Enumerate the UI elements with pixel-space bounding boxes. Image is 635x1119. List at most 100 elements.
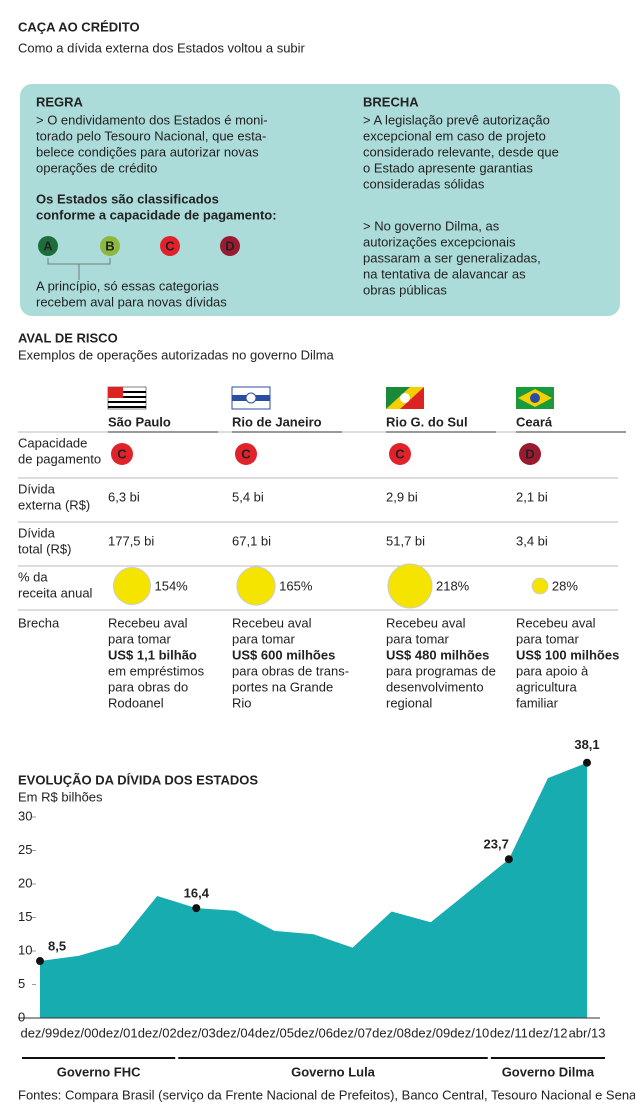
text-line: para tomar [516,631,580,646]
row-label: Brecha [18,615,60,630]
text-line: > A legislação prevê autorização [363,112,550,127]
period-label: Governo Lula [291,1064,376,1079]
text-line: torado pelo Tesouro Nacional, que esta- [36,128,266,143]
value-text: 3,4 bi [516,533,548,548]
source: Fontes: Compara Brasil (serviço da Frent… [18,1087,635,1102]
value-text: 2,1 bi [516,489,548,504]
row-label: % da [18,569,48,584]
value-label: 165% [279,578,313,593]
x-tick-label: dez/03 [177,1025,216,1040]
flags [107,386,554,410]
rating-label: D [225,238,234,253]
text-line: em empréstimos [108,663,205,678]
text-line: para apoio à [516,663,589,678]
rating-badge [160,236,180,256]
subtitle: Como a dívida externa dos Estados voltou… [18,40,306,55]
text-line: Recebeu aval [232,615,312,630]
row-label: externa (R$) [18,497,90,512]
rating-badge [111,443,133,465]
text-line: recebem aval para novas dívidas [36,294,227,309]
text-line: A princípio, só essas categorias [36,278,219,293]
text-line: autorizações excepcionais [363,234,516,249]
row-label: Dívida [18,481,56,496]
text-line: considerado relevante, desde que [363,144,559,159]
text-line: excepcional em caso de projeto [363,128,546,143]
chart-title: EVOLUÇÃO DA DÍVIDA DOS ESTADOS [18,772,258,787]
text-line: na tentativa de alavancar as [363,266,526,281]
text-line: Recebeu aval [516,615,596,630]
row-label: total (R$) [18,541,71,556]
share-circle [113,567,151,605]
state-name: Rio G. do Sul [386,414,468,429]
rating-label: C [165,238,175,253]
title: CAÇA AO CRÉDITO [18,19,140,34]
x-tick-label: dez/00 [60,1025,99,1040]
x-tick-label: dez/12 [528,1025,567,1040]
amount: US$ 480 milhões [386,647,489,662]
row-label: receita anual [18,585,93,600]
y-tick-label: 5 [18,976,25,991]
state-name: Rio de Janeiro [232,414,322,429]
period-label: Governo Dilma [502,1064,595,1079]
area [40,762,587,1018]
share-circle [387,563,433,609]
text-line: agricultura [516,679,577,694]
text-line: regional [386,695,432,710]
y-tick-label: 20 [18,875,32,890]
rating-label: C [241,446,251,461]
value-text: 2,9 bi [386,489,418,504]
row-label: Dívida [18,525,56,540]
text-line: > O endividamento dos Estados é moni- [36,112,268,127]
text-line: para programas de [386,663,496,678]
rating-badge [38,236,58,256]
amount: US$ 600 milhões [232,647,335,662]
rating-badge [100,236,120,256]
info-box [20,84,620,316]
x-tick-label: dez/99 [20,1025,59,1040]
section-title: REGRA [36,94,84,109]
row-label: Capacidade [18,435,87,450]
data-label: 16,4 [184,886,210,901]
text-line: obras públicas [363,282,447,297]
data-label: 23,7 [484,837,509,852]
data-label: 8,5 [48,938,66,953]
value-text: 6,3 bi [108,489,140,504]
text-line: para obras do [108,679,188,694]
text-line: Recebeu aval [108,615,188,630]
text-line: o Estado apresente garantias [363,160,533,175]
value-label: 154% [154,578,188,593]
rating-badge [235,443,257,465]
text-line: Recebeu aval [386,615,466,630]
row-label: de pagamento [18,451,101,466]
text-line: conforme a capacidade de pagamento: [36,207,277,222]
text-line: consideradas sólidas [363,176,485,191]
text-line: para tomar [386,631,450,646]
x-tick-label: dez/06 [294,1025,333,1040]
data-point [36,957,44,966]
x-tick-label: dez/01 [99,1025,138,1040]
value-text: 67,1 bi [232,533,271,548]
value-label: 218% [436,578,470,593]
x-tick-label: dez/04 [216,1025,255,1040]
rating-label: B [105,238,114,253]
amount: US$ 1,1 bilhão [108,647,197,662]
bracket [47,258,111,280]
y-tick-label: 30 [18,808,32,823]
value-text: 5,4 bi [232,489,264,504]
rating-label: C [117,446,127,461]
x-tick-label: dez/02 [138,1025,177,1040]
y-tick-label: 15 [18,909,32,924]
share-circle [236,566,276,606]
text-line: para obras de trans- [232,663,349,678]
value-text: 177,5 bi [108,533,154,548]
rating-badge [220,236,240,256]
x-tick-label: dez/08 [372,1025,411,1040]
data-label: 38,1 [574,737,599,752]
rating-label: A [43,238,53,253]
rating-badge [389,443,411,465]
rating-badge [519,443,541,465]
text-line: belece condições para autorizar novas [36,144,259,159]
state-name: Ceará [516,414,553,429]
text-line: para tomar [232,631,296,646]
